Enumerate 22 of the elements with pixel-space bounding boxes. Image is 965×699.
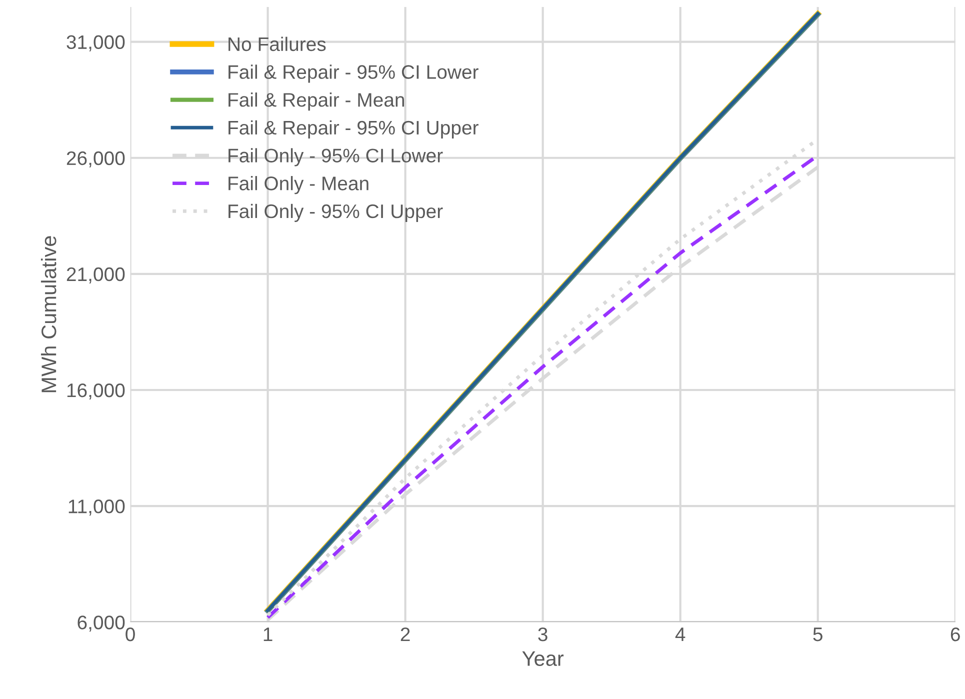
legend-label: No Failures [228, 36, 326, 52]
y-axis-title: MWh Cumulative [40, 236, 56, 392]
x-tick-label: 5 [813, 628, 822, 642]
x-tick-label: 4 [675, 628, 686, 642]
x-tick-label: 0 [126, 627, 135, 642]
y-tick-label: 6,000 [78, 616, 125, 632]
x-tick-label: 3 [538, 627, 548, 642]
legend-label: Fail Only - 95% CI Upper [228, 204, 443, 222]
x-tick-label: 2 [400, 627, 410, 642]
y-tick-label: 21,000 [66, 267, 125, 284]
legend-label: Fail Only - 95% CI Lower [228, 148, 443, 166]
x-tick-label: 1 [264, 628, 272, 642]
legend-label: Fail & Repair - Mean [228, 92, 404, 111]
y-tick-label: 16,000 [67, 383, 125, 400]
legend-label: Fail & Repair - 95% CI Upper [228, 120, 478, 138]
legend-label: Fail & Repair - 95% CI Lower [228, 64, 478, 83]
y-tick-label: 11,000 [68, 500, 125, 516]
legend-label: Fail Only - Mean [228, 176, 368, 194]
x-axis-title: Year [522, 651, 564, 666]
y-tick-label: 31,000 [66, 35, 125, 52]
y-tick-label: 26,000 [66, 151, 125, 168]
x-tick-label: 6 [950, 627, 960, 642]
